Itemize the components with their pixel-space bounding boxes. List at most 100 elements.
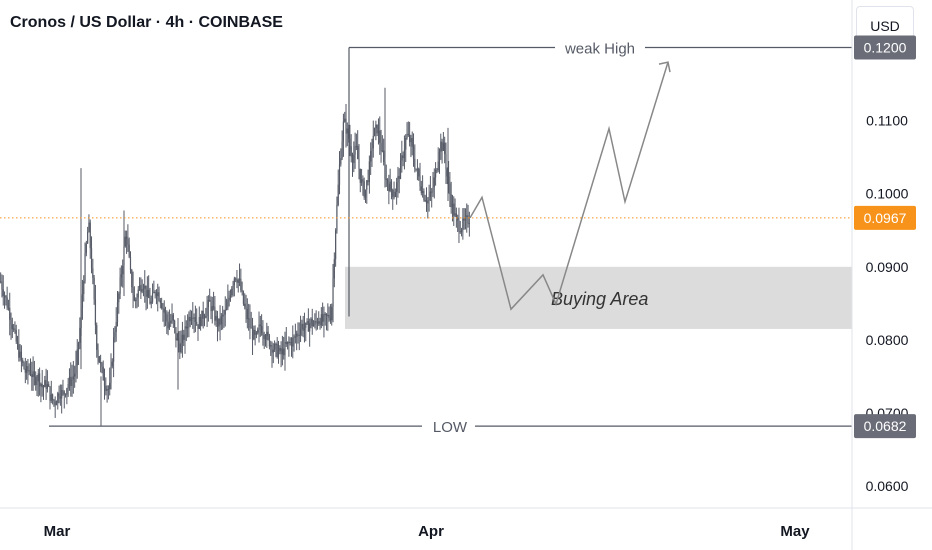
candle-body <box>420 186 422 194</box>
candle-body <box>16 341 19 345</box>
candle-body <box>415 168 417 170</box>
candle-body <box>237 279 239 283</box>
candle-body <box>407 133 409 135</box>
candle-body <box>1 281 3 290</box>
candle-body <box>233 278 235 286</box>
candle-body <box>255 332 258 335</box>
weak-high-price-badge-label: 0.1200 <box>864 40 907 56</box>
candle-body <box>231 288 233 296</box>
candle-body <box>271 345 273 353</box>
candle-body <box>349 138 351 147</box>
candle-body <box>58 393 60 397</box>
candle-body <box>81 294 84 309</box>
candle-body <box>296 333 298 337</box>
x-tick-label: May <box>780 523 810 540</box>
low-label: LOW <box>433 419 468 436</box>
candle-body <box>131 269 133 288</box>
candle-body <box>468 222 470 224</box>
candle-body <box>187 327 189 329</box>
candle-body <box>306 321 308 323</box>
candle-body <box>440 141 442 152</box>
candle-body <box>375 124 377 129</box>
candle-body <box>210 301 212 312</box>
candle-body <box>2 289 4 297</box>
candle-body <box>345 118 347 134</box>
candle-body <box>63 391 65 395</box>
candle-body <box>462 218 464 230</box>
candle-body <box>224 309 226 315</box>
candle-body <box>214 306 216 321</box>
y-tick-label: 0.1100 <box>866 113 908 129</box>
candle-body <box>142 288 145 290</box>
last-price-badge-label: 0.0967 <box>864 210 907 226</box>
candle-body <box>372 135 374 149</box>
candle-body <box>172 314 174 321</box>
candle-body <box>100 362 102 364</box>
candle-body <box>293 336 295 338</box>
candle-body <box>358 159 360 169</box>
candle-body <box>327 314 329 317</box>
candle-body <box>49 386 51 401</box>
candle-body <box>0 281 2 283</box>
candle-body <box>103 380 106 387</box>
candle-body <box>127 239 129 245</box>
candle-body <box>35 376 37 385</box>
candle-body <box>158 292 160 301</box>
candle-body <box>33 371 36 377</box>
candle-body <box>331 306 333 321</box>
candle-body <box>64 394 67 396</box>
candle-body <box>284 341 286 356</box>
candle-body <box>151 293 154 302</box>
candle-body <box>96 325 98 350</box>
candle-body <box>259 324 261 327</box>
candle-body <box>355 146 357 148</box>
candle-body <box>357 146 359 160</box>
candle-body <box>83 281 85 295</box>
candle-body <box>414 158 416 169</box>
candle-body <box>431 191 433 193</box>
candle-body <box>128 244 130 257</box>
candle-body <box>447 176 450 184</box>
candle-body <box>409 134 411 143</box>
candle-body <box>251 328 254 340</box>
candle-body <box>26 366 28 373</box>
candle-body <box>113 337 115 362</box>
projection-path <box>469 61 669 311</box>
candle-body <box>337 184 339 205</box>
candle-body <box>367 180 369 183</box>
low-price-badge-label: 0.0682 <box>864 418 907 434</box>
candle-body <box>248 318 250 320</box>
candle-body <box>403 149 406 158</box>
candle-body <box>410 138 412 143</box>
candle-body <box>166 314 168 322</box>
candle-body <box>463 218 465 221</box>
candle-body <box>444 142 446 154</box>
candle-body <box>93 277 95 300</box>
candle-body <box>245 306 247 309</box>
candle-body <box>315 321 317 323</box>
candle-body <box>424 199 426 202</box>
candle-body <box>109 382 111 390</box>
candle-body <box>241 290 243 292</box>
candle-body <box>193 317 195 319</box>
candle-body <box>22 359 24 363</box>
candle-body <box>419 176 421 187</box>
candle-body <box>466 215 468 217</box>
candle-body <box>268 335 271 347</box>
candle-body <box>184 326 186 340</box>
candle-body <box>62 390 64 392</box>
candle-body <box>385 178 387 180</box>
candle-body <box>162 308 164 310</box>
candle-body <box>40 383 42 387</box>
candle-body <box>270 345 272 347</box>
candle-body <box>242 291 245 304</box>
candle-body <box>441 141 443 151</box>
candle-body <box>386 179 389 185</box>
candle-body <box>272 349 274 353</box>
candle-body <box>328 314 330 319</box>
candle-body <box>422 190 424 194</box>
candle-body <box>41 383 43 388</box>
candle-body <box>51 394 54 400</box>
candle-body <box>6 297 8 308</box>
candle-body <box>381 150 383 152</box>
